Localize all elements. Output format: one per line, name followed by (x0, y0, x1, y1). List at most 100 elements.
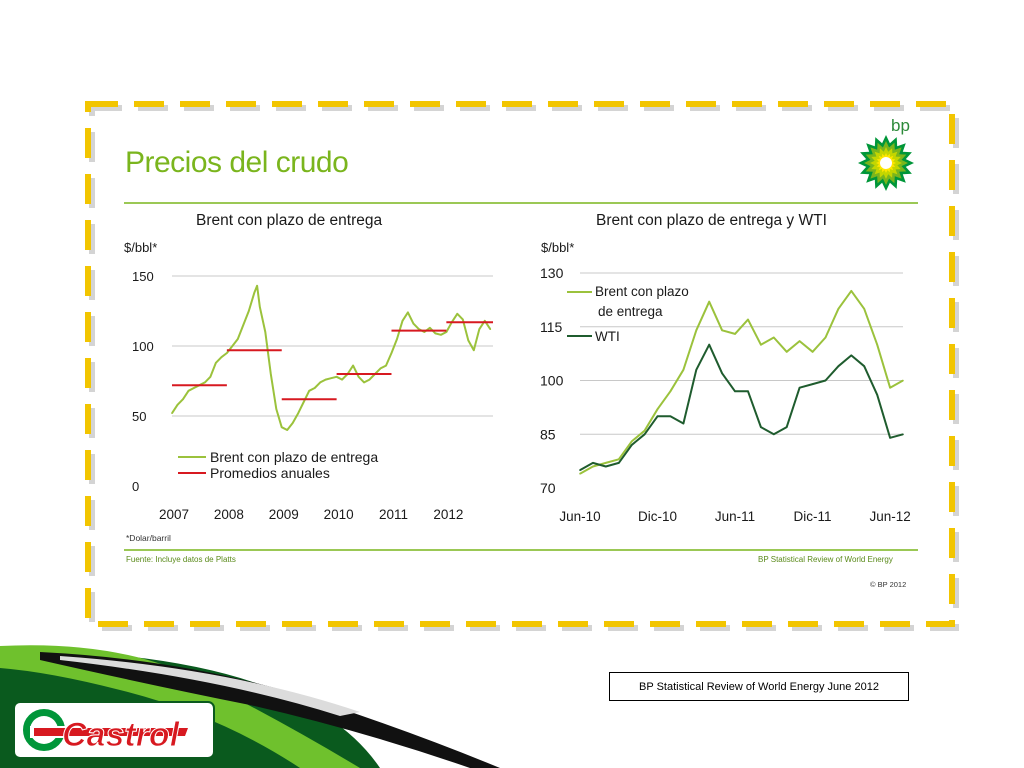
data-point (721, 372, 723, 375)
data-point (708, 343, 710, 346)
data-point (308, 390, 311, 392)
data-point (302, 401, 305, 403)
data-point (187, 390, 190, 392)
x-tick-label: 2010 (324, 507, 354, 522)
data-point (695, 329, 698, 332)
x-tick-label: 2007 (159, 507, 189, 522)
data-point (396, 338, 398, 340)
data-point (747, 318, 749, 321)
data-point (605, 462, 607, 464)
data-point (319, 381, 322, 384)
data-point (643, 429, 646, 432)
data-point (176, 404, 179, 406)
data-point (669, 390, 672, 393)
right-chart-title: Brent con plazo de entrega y WTI (596, 212, 827, 229)
data-point (242, 324, 245, 326)
series-line-brent (579, 289, 904, 475)
y-tick-label: 115 (540, 319, 563, 335)
data-point (291, 422, 294, 424)
dashed-frame (85, 101, 955, 627)
svg-text:Castrol: Castrol (62, 716, 181, 754)
data-point (237, 338, 239, 340)
data-point (785, 351, 788, 353)
data-point (253, 292, 256, 294)
y-tick-label: 70 (540, 480, 556, 496)
data-point (379, 367, 382, 370)
data-point (850, 290, 853, 292)
data-point (837, 308, 840, 310)
data-point (330, 377, 332, 380)
x-tick-label: 2009 (269, 507, 299, 522)
legend-label-wti: WTI (595, 329, 620, 344)
data-point (837, 365, 840, 368)
data-point (335, 376, 338, 378)
data-point (489, 328, 492, 331)
x-tick-label: Jun-12 (869, 509, 910, 524)
dashed-frame-shadow (89, 105, 959, 631)
data-point (656, 408, 659, 411)
legend-label-averages: Promedios anuales (210, 465, 330, 481)
y-tick-label: 150 (132, 269, 154, 284)
legend-label-brent: Brent con plazo de entrega (210, 449, 378, 465)
data-point (863, 365, 865, 368)
bp-helios-icon (858, 135, 914, 191)
data-point (579, 472, 581, 475)
source-publication: BP Statistical Review of World Energy (758, 555, 893, 564)
left-y-unit: $/bbl* (124, 240, 158, 255)
data-point (220, 356, 223, 359)
x-tick-label: 2012 (433, 507, 463, 522)
data-point (204, 381, 206, 384)
data-point (341, 378, 343, 381)
data-point (669, 415, 672, 418)
series-line-wti (579, 343, 904, 471)
svg-text:bp: bp (891, 116, 910, 135)
copyright: © BP 2012 (870, 580, 907, 589)
data-point (695, 369, 698, 371)
data-point (429, 327, 431, 329)
data-point (630, 444, 633, 446)
y-tick-label: 100 (132, 339, 154, 354)
data-point (462, 318, 464, 321)
data-point (734, 390, 736, 393)
data-point (231, 345, 234, 347)
data-point (902, 433, 904, 436)
data-point (785, 426, 788, 428)
legend-label-brent: Brent con plazo (595, 284, 689, 299)
x-tick-label: 2011 (379, 507, 408, 522)
data-point (182, 398, 184, 401)
data-point (313, 387, 316, 389)
data-point (747, 390, 749, 393)
castrol-logo: Castrol (13, 701, 215, 759)
data-point (656, 415, 659, 418)
data-point (226, 352, 228, 354)
data-point (456, 313, 459, 315)
data-point (473, 349, 475, 352)
y-tick-label: 130 (540, 265, 564, 281)
data-point (760, 343, 762, 346)
data-point (682, 369, 685, 371)
data-point (798, 340, 801, 342)
y-tick-label: 50 (132, 409, 146, 424)
caption-box: BP Statistical Review of World Energy Ju… (609, 672, 909, 701)
data-point (324, 378, 327, 381)
x-tick-label: Jun-11 (715, 509, 755, 524)
data-point (440, 334, 442, 336)
data-point (876, 343, 878, 346)
bp-logo: bp (858, 116, 914, 191)
left-chart-title: Brent con plazo de entrega (196, 212, 383, 229)
data-point (286, 429, 289, 431)
y-tick-label: 100 (540, 373, 564, 389)
data-point (407, 311, 409, 314)
data-point (467, 339, 470, 342)
data-point (760, 426, 762, 428)
data-point (850, 354, 853, 357)
data-point (876, 394, 878, 396)
data-point (412, 322, 415, 325)
data-point (270, 373, 272, 375)
data-point (592, 462, 594, 464)
legend-label-brent: de entrega (598, 304, 663, 319)
data-point (352, 364, 354, 367)
data-point (280, 426, 283, 429)
data-point (863, 308, 865, 310)
